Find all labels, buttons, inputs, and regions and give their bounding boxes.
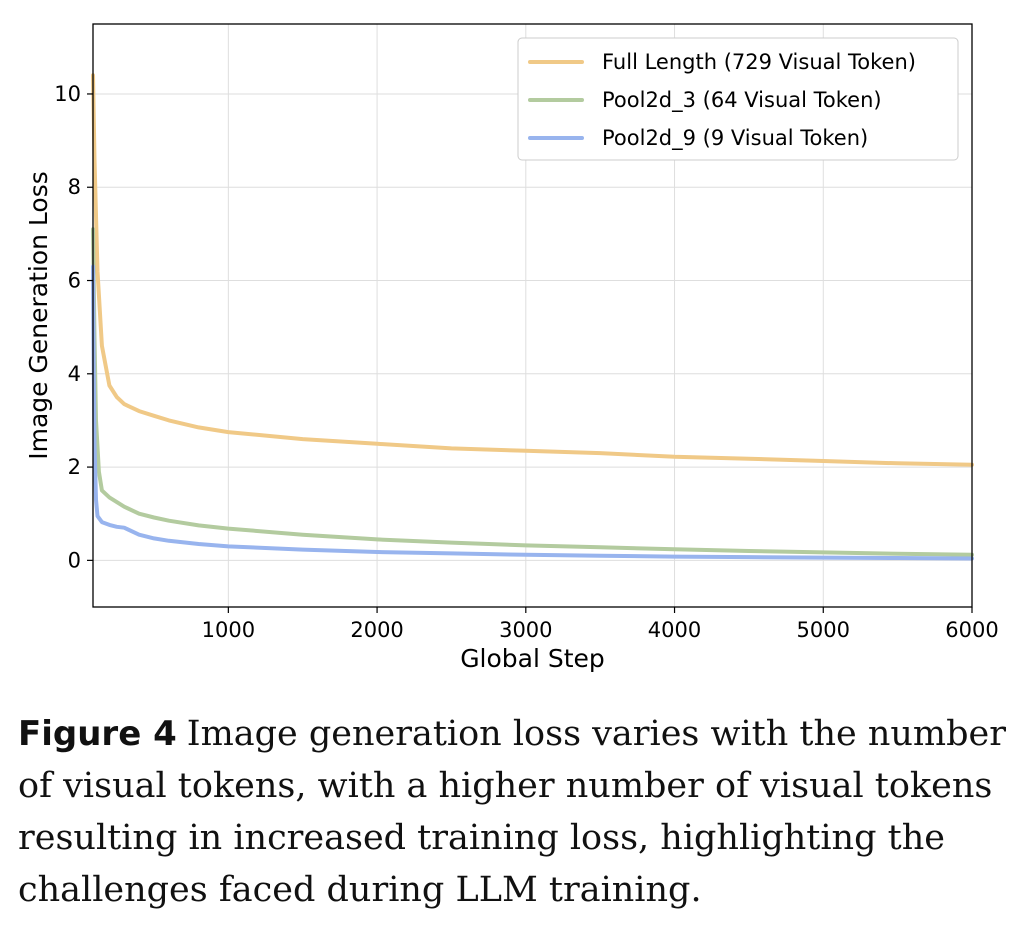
axis-ticks: 1000 2000 3000 4000 5000 6000 0 2 4 6 8 10	[54, 82, 998, 642]
x-tick-label: 3000	[499, 618, 552, 642]
caption-text: Image generation loss varies with the nu…	[18, 714, 1006, 910]
legend-label: Full Length (729 Visual Token)	[602, 50, 916, 74]
legend-label: Pool2d_9 (9 Visual Token)	[602, 126, 868, 151]
y-axis-label: Image Generation Loss	[24, 171, 53, 460]
series-line	[91, 227, 974, 557]
x-tick-label: 5000	[797, 618, 850, 642]
legend: Full Length (729 Visual Token) Pool2d_3 (…	[517, 37, 959, 161]
legend-label: Pool2d_3 (64 Visual Token)	[602, 88, 882, 113]
y-tick-label: 6	[68, 269, 81, 293]
series-line	[91, 73, 974, 467]
series-lines	[91, 73, 974, 561]
y-tick-label: 10	[54, 82, 81, 106]
caption-label: Figure 4	[18, 714, 177, 754]
x-tick-label: 2000	[350, 618, 403, 642]
series-line	[91, 264, 974, 561]
x-tick-label: 1000	[202, 618, 255, 642]
loss-chart: 1000 2000 3000 4000 5000 6000 0 2 4 6 8 10 Global S…	[24, 23, 999, 673]
figure-caption: Figure 4 Image generation loss varies wit…	[18, 708, 1010, 916]
legend-entries: Full Length (729 Visual Token) Pool2d_3 (…	[528, 50, 916, 151]
y-tick-label: 2	[68, 455, 81, 479]
x-tick-label: 6000	[945, 618, 998, 642]
x-axis-label: Global Step	[460, 644, 605, 673]
x-tick-label: 4000	[648, 618, 701, 642]
legend-box	[517, 37, 959, 161]
plot-frame	[92, 23, 973, 608]
y-tick-label: 0	[68, 548, 81, 572]
y-tick-label: 4	[68, 362, 81, 386]
y-tick-label: 8	[68, 175, 81, 199]
